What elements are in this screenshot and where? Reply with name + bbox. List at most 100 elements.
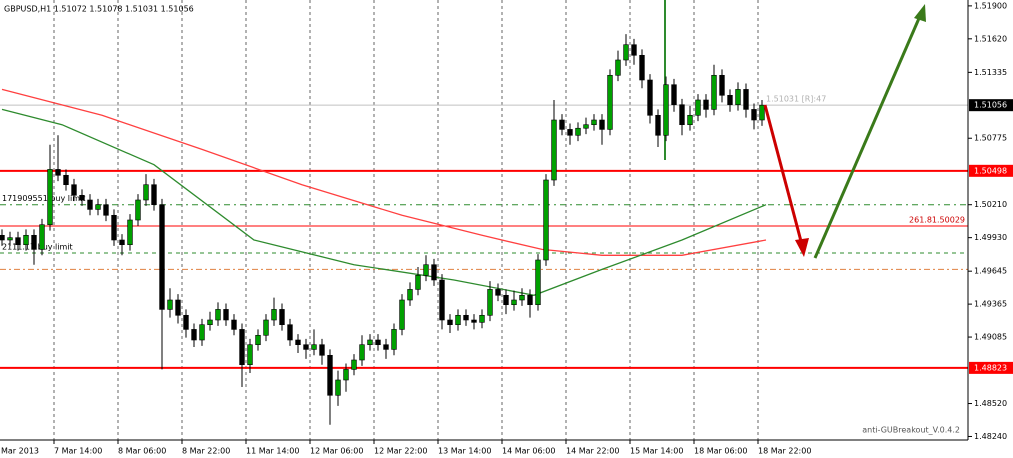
candle-body xyxy=(271,309,277,321)
candle-body xyxy=(615,59,621,76)
x-tick-label: 18 Mar 22:00 xyxy=(758,447,811,456)
candle-body xyxy=(759,104,765,121)
candle-body xyxy=(359,344,365,361)
level-label: 1.51031 [R]:47 xyxy=(766,95,826,104)
candle-body xyxy=(511,299,517,306)
x-tick-label: 12 Mar 22:00 xyxy=(374,447,427,456)
candle-body xyxy=(647,79,653,116)
candle-body xyxy=(703,99,709,110)
candle-body xyxy=(719,74,725,96)
candle-body xyxy=(47,169,53,226)
candle-body xyxy=(663,84,669,136)
candle-body xyxy=(575,127,581,136)
candle-body xyxy=(167,299,173,310)
x-tick-label: 11 Mar 14:00 xyxy=(246,447,299,456)
candle-body xyxy=(431,264,437,281)
candles xyxy=(0,34,765,425)
candle-body xyxy=(607,74,613,130)
level-label: 171909551 buy limit xyxy=(2,194,85,203)
candle-body xyxy=(655,114,661,136)
y-tick-label: 1.51335 xyxy=(974,68,1007,77)
candle-body xyxy=(455,314,461,326)
candle-body xyxy=(391,329,397,350)
candle-body xyxy=(223,309,229,321)
candle-body xyxy=(383,344,389,350)
candle-body xyxy=(23,234,29,246)
candle-body xyxy=(183,314,189,330)
x-tick-label: 14 Mar 06:00 xyxy=(502,447,555,456)
candle-body xyxy=(495,289,501,296)
moving-averages xyxy=(1,88,767,296)
candle-body xyxy=(503,294,509,306)
candle-body xyxy=(527,294,533,306)
candle-body xyxy=(591,119,597,126)
candle-body xyxy=(727,94,733,106)
candle-body xyxy=(231,319,237,330)
candle-body xyxy=(543,179,549,261)
candle-body xyxy=(463,314,469,321)
candle-body xyxy=(639,54,645,81)
candle-body xyxy=(375,339,381,346)
x-tick-label: 18 Mar 06:00 xyxy=(694,447,747,456)
y-tick-label: 1.51620 xyxy=(974,34,1007,43)
candle-body xyxy=(119,239,125,246)
x-tick-label: 12 Mar 06:00 xyxy=(310,447,363,456)
candle-body xyxy=(439,279,445,321)
candle-body xyxy=(423,264,429,276)
candle-body xyxy=(679,104,685,126)
x-tick-label: 7 Mar 14:00 xyxy=(54,447,102,456)
candle-body xyxy=(583,124,589,129)
up-arrow-head xyxy=(914,4,926,22)
candle-body xyxy=(7,237,13,241)
footnote: anti-GUBreakout_V.0.4.2 xyxy=(862,426,960,435)
candle-body xyxy=(415,274,421,290)
candle-body xyxy=(687,114,693,126)
candle-body xyxy=(559,119,565,130)
y-tick-label: 1.48520 xyxy=(974,399,1007,408)
candle-body xyxy=(399,299,405,330)
candle-body xyxy=(175,299,181,316)
candle-body xyxy=(471,319,477,323)
y-tick-label: 1.51900 xyxy=(974,1,1007,10)
candle-body xyxy=(255,334,261,346)
candle-body xyxy=(567,129,573,136)
chart-title: GBPUSD,H1 1.51072 1.51078 1.51031 1.5105… xyxy=(4,5,194,14)
candle-body xyxy=(215,309,221,321)
x-tick-label: 8 Mar 22:00 xyxy=(182,447,230,456)
candle-body xyxy=(79,194,85,201)
candle-body xyxy=(487,289,493,316)
candle-body xyxy=(287,324,293,341)
candle-body xyxy=(407,289,413,301)
forecast-arrows xyxy=(763,4,926,259)
candle-body xyxy=(111,214,117,241)
candle-body xyxy=(279,309,285,326)
candle-body xyxy=(263,319,269,336)
candle-body xyxy=(39,224,45,250)
candle-body xyxy=(367,339,373,346)
candle-body xyxy=(599,119,605,130)
candle-body xyxy=(55,169,61,176)
candle-body xyxy=(671,84,677,106)
level-label: 2111.17 buy limit xyxy=(2,242,73,251)
x-tick-label: 8 Mar 06:00 xyxy=(118,447,166,456)
price-label: 1.48823 xyxy=(974,363,1007,372)
x-tick-label: 15 Mar 14:00 xyxy=(630,447,683,456)
x-tick-label: Mar 2013 xyxy=(1,447,39,456)
y-tick-label: 1.49365 xyxy=(974,300,1007,309)
candle-body xyxy=(335,379,341,396)
moving-average xyxy=(1,108,767,296)
price-label: 1.50498 xyxy=(974,166,1007,175)
candle-body xyxy=(207,319,213,326)
candle-body xyxy=(327,354,333,396)
candle-body xyxy=(71,184,77,196)
candle-body xyxy=(247,344,253,366)
candle-body xyxy=(295,339,301,346)
candle-body xyxy=(159,204,165,310)
price-label: 1.51056 xyxy=(974,101,1007,110)
candle-body xyxy=(479,314,485,323)
candle-body xyxy=(735,89,741,106)
y-tick-label: 1.50775 xyxy=(974,134,1007,143)
candle-body xyxy=(199,324,205,341)
candle-body xyxy=(343,369,349,381)
candle-body xyxy=(151,184,157,206)
